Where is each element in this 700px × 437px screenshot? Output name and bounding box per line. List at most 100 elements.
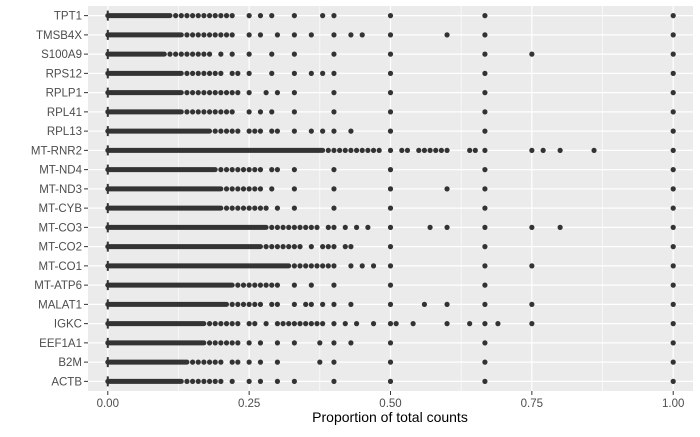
data-point bbox=[206, 109, 213, 115]
data-point bbox=[257, 359, 264, 365]
data-point bbox=[444, 301, 450, 307]
data-point bbox=[495, 321, 501, 327]
data-point bbox=[320, 263, 326, 269]
data-point bbox=[229, 13, 235, 19]
data-point bbox=[274, 301, 281, 307]
data-point bbox=[348, 128, 354, 134]
data-point bbox=[421, 147, 428, 153]
data-point bbox=[257, 301, 264, 307]
data-point bbox=[387, 90, 394, 96]
data-point bbox=[184, 13, 190, 19]
data-point bbox=[286, 244, 292, 250]
x-tick-label: 0.25 bbox=[238, 398, 260, 410]
data-point bbox=[291, 109, 297, 115]
data-point bbox=[218, 340, 224, 346]
data-point bbox=[482, 186, 488, 192]
data-point bbox=[467, 147, 473, 153]
data-point bbox=[269, 128, 275, 134]
data-point bbox=[246, 282, 252, 288]
data-point bbox=[291, 282, 297, 288]
data-point bbox=[297, 263, 303, 269]
data-point bbox=[274, 321, 281, 327]
data-point bbox=[359, 32, 365, 38]
data-point bbox=[206, 13, 213, 19]
data-point bbox=[303, 224, 309, 230]
data-point bbox=[387, 205, 394, 211]
y-tick-label: S100A9 bbox=[41, 49, 82, 61]
data-point bbox=[482, 359, 488, 365]
data-point bbox=[229, 359, 235, 365]
data-point bbox=[190, 90, 196, 96]
data-point bbox=[212, 70, 218, 76]
data-point bbox=[331, 109, 337, 115]
data-point bbox=[393, 321, 399, 327]
data-point bbox=[269, 244, 275, 250]
data-point bbox=[314, 224, 320, 230]
data-point bbox=[263, 282, 269, 288]
data-point bbox=[482, 224, 488, 230]
data-point bbox=[190, 378, 196, 384]
data-point bbox=[353, 147, 360, 153]
data-point bbox=[308, 32, 314, 38]
x-tick-label: 0.75 bbox=[521, 398, 543, 410]
data-point bbox=[331, 51, 337, 57]
data-point bbox=[482, 70, 488, 76]
data-point bbox=[291, 70, 297, 76]
x-axis-title: Proportion of total counts bbox=[312, 409, 468, 425]
y-tick-label: B2M bbox=[58, 357, 82, 369]
data-point bbox=[387, 70, 394, 76]
data-point bbox=[325, 147, 331, 153]
data-point bbox=[201, 90, 207, 96]
data-point bbox=[201, 32, 207, 38]
data-point bbox=[246, 205, 252, 211]
data-point bbox=[167, 51, 173, 57]
data-point bbox=[427, 224, 433, 230]
data-point bbox=[229, 378, 235, 384]
data-point bbox=[670, 51, 676, 57]
data-point bbox=[297, 244, 303, 250]
y-tick-label: RPS12 bbox=[46, 68, 82, 80]
data-point bbox=[206, 359, 213, 365]
data-point bbox=[184, 378, 190, 384]
data-point bbox=[308, 128, 314, 134]
data-point bbox=[274, 244, 281, 250]
y-axis: ACTB B2M EEF1A1 IGKC MALAT1 MT-ATP6 MT-CO1 MT-C… bbox=[31, 11, 88, 388]
data-point bbox=[353, 224, 360, 230]
data-point bbox=[557, 224, 563, 230]
data-point bbox=[387, 378, 394, 384]
data-point bbox=[348, 301, 354, 307]
data-point bbox=[303, 301, 309, 307]
data-point bbox=[218, 167, 224, 173]
data-point bbox=[229, 340, 235, 346]
data-point bbox=[252, 282, 258, 288]
data-point bbox=[308, 70, 314, 76]
data-point bbox=[472, 147, 478, 153]
y-tick-label: MT-ND3 bbox=[39, 184, 82, 196]
data-point bbox=[314, 321, 320, 327]
data-point bbox=[670, 263, 676, 269]
data-point bbox=[212, 90, 218, 96]
data-point bbox=[482, 128, 488, 134]
data-point bbox=[280, 244, 286, 250]
data-point bbox=[331, 186, 337, 192]
data-point bbox=[291, 301, 297, 307]
data-point bbox=[201, 70, 207, 76]
data-point bbox=[444, 186, 450, 192]
data-point bbox=[482, 301, 488, 307]
data-point bbox=[529, 263, 535, 269]
data-point bbox=[257, 109, 264, 115]
x-axis: 0.00 0.25 0.50 0.75 1.00 bbox=[97, 391, 684, 410]
data-point bbox=[190, 32, 196, 38]
data-point bbox=[308, 282, 314, 288]
y-tick-label: MT-RNR2 bbox=[31, 145, 82, 157]
data-point bbox=[317, 340, 323, 346]
data-point bbox=[229, 32, 235, 38]
data-point bbox=[257, 378, 264, 384]
data-point bbox=[246, 70, 252, 76]
data-point bbox=[387, 186, 394, 192]
data-point bbox=[433, 147, 439, 153]
data-point bbox=[195, 109, 201, 115]
data-point bbox=[195, 70, 201, 76]
data-point bbox=[331, 90, 337, 96]
